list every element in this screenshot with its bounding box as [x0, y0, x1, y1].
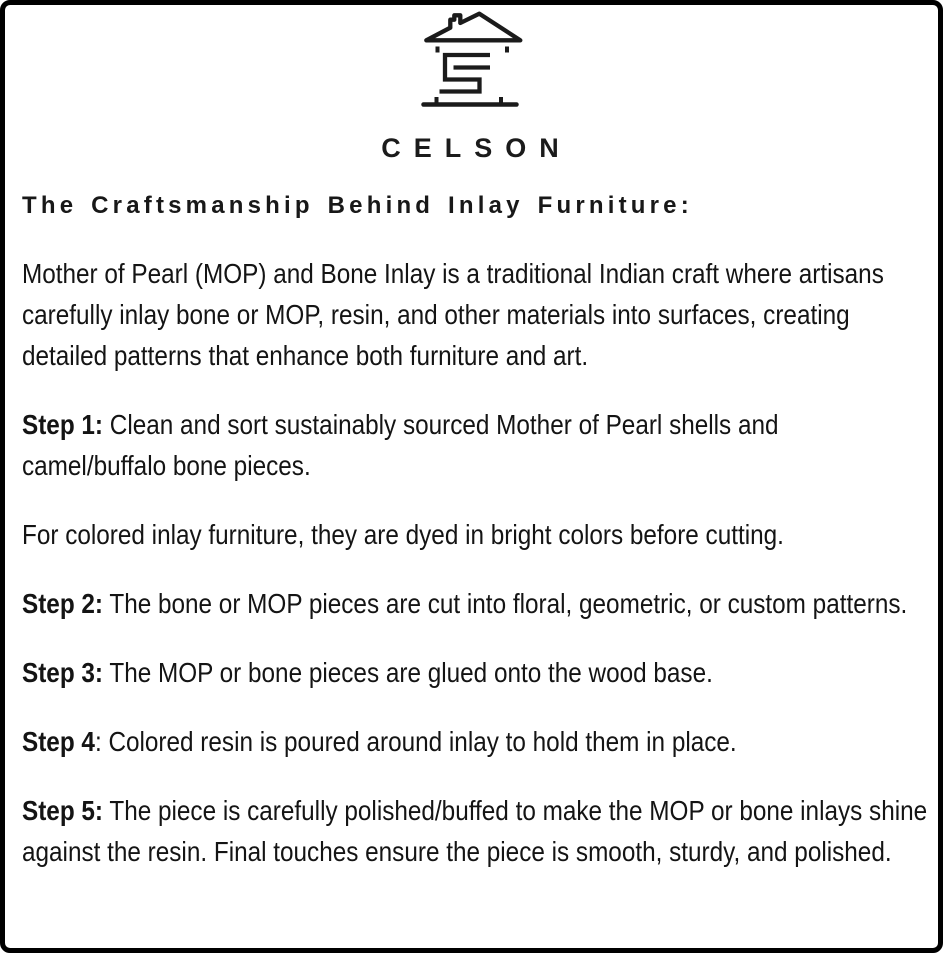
step-1-text: Clean and sort sustainably sourced Mothe… — [22, 409, 779, 481]
step-2-label: Step 2: — [22, 588, 104, 619]
step-3-text: The MOP or bone pieces are glued onto th… — [103, 657, 713, 688]
step-2-text: The bone or MOP pieces are cut into flor… — [103, 588, 908, 619]
step-5-label: Step 5: — [22, 795, 104, 826]
step-1-label: Step 1: — [22, 409, 104, 440]
colored-note-text: For colored inlay furniture, they are dy… — [22, 519, 784, 550]
s-monogram-stroke — [439, 52, 490, 94]
step-3-label: Step 3: — [22, 657, 104, 688]
step-2-paragraph: Step 2: The bone or MOP pieces are cut i… — [22, 583, 929, 624]
ground-ticks — [434, 97, 503, 103]
step-5-paragraph: Step 5: The piece is carefully polished/… — [22, 790, 929, 872]
step-4-label: Step 4 — [22, 726, 95, 757]
eave-ticks — [435, 46, 509, 53]
step-4-paragraph: Step 4: Colored resin is poured around i… — [22, 721, 929, 762]
step-1-paragraph: Step 1: Clean and sort sustainably sourc… — [22, 404, 929, 486]
step-3-paragraph: Step 3: The MOP or bone pieces are glued… — [22, 652, 929, 693]
page-title: The Craftsmanship Behind Inlay Furniture… — [22, 192, 693, 219]
colored-note-paragraph: For colored inlay furniture, they are dy… — [22, 514, 929, 555]
roof-chimney-outline — [423, 11, 522, 43]
intro-paragraph: Mother of Pearl (MOP) and Bone Inlay is … — [22, 253, 929, 376]
intro-text: Mother of Pearl (MOP) and Bone Inlay is … — [22, 258, 884, 371]
step-4-text: : Colored resin is poured around inlay t… — [94, 726, 737, 757]
house-logo-icon — [420, 11, 522, 107]
content-area: The Craftsmanship Behind Inlay Furniture… — [5, 189, 938, 872]
celson-logo — [5, 10, 938, 115]
step-5-text: The piece is carefully polished/buffed t… — [22, 795, 928, 867]
brand-name: CELSON — [381, 133, 572, 163]
